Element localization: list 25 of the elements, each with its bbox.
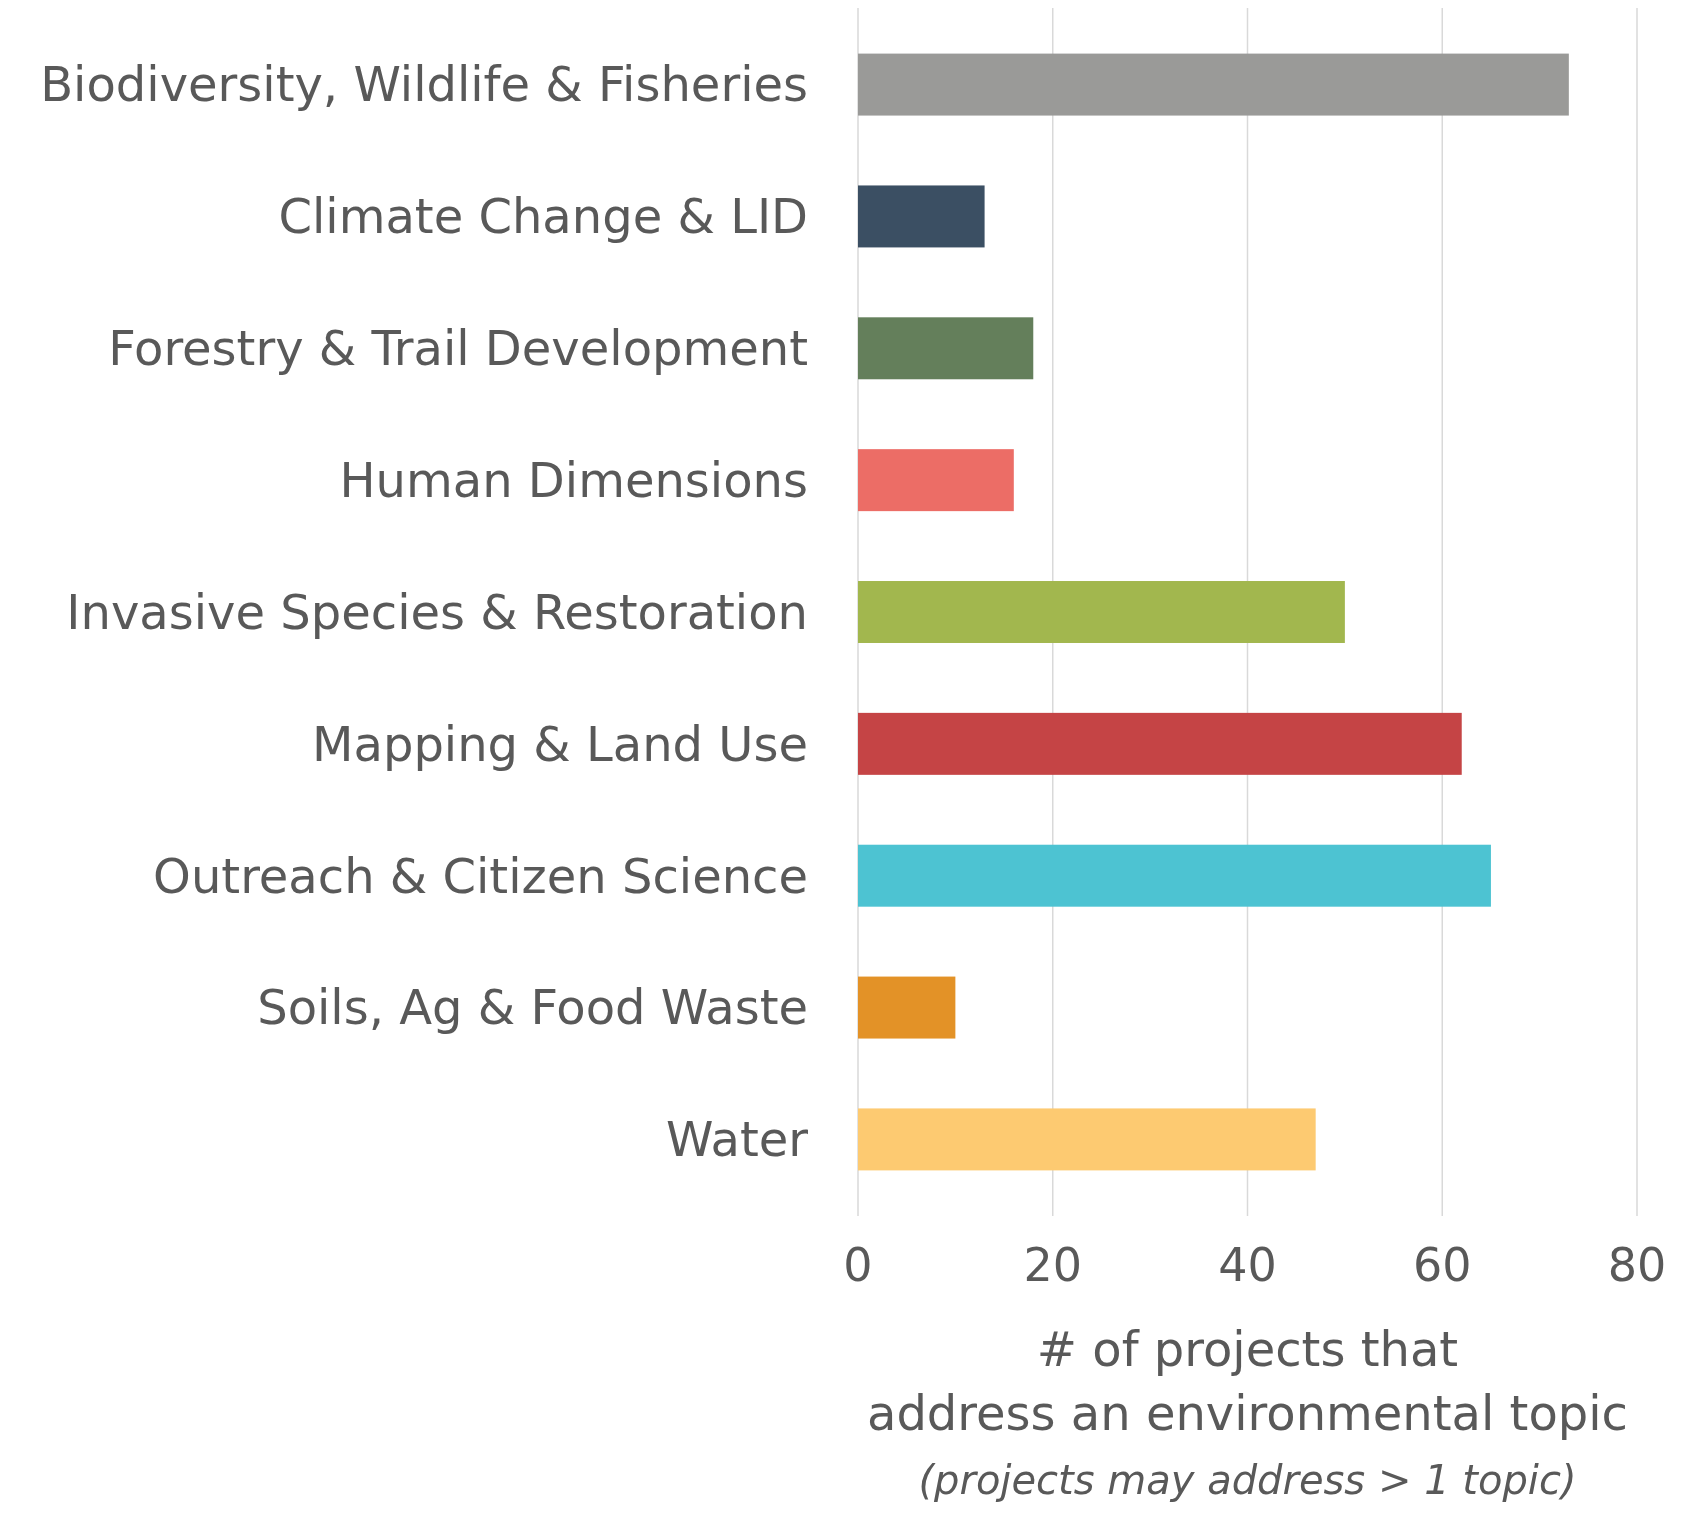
bar (858, 317, 1034, 380)
y-tick-label: Soils, Ag & Food Waste (257, 979, 808, 1036)
bar (858, 53, 1569, 116)
x-tick-label: 60 (1412, 1238, 1472, 1292)
y-tick-label: Climate Change & LID (278, 188, 808, 245)
text: (projects may address > 1 topic) (918, 1457, 1577, 1503)
y-tick-label: Mapping & Land Use (312, 715, 808, 772)
y-tick-label: Human Dimensions (339, 451, 808, 508)
x-tick-label: 80 (1607, 1238, 1667, 1292)
bar (858, 185, 985, 248)
bar (858, 976, 956, 1039)
x-axis-title: # of projects that address an environmental topic (866, 1321, 1629, 1441)
y-tick-label: Invasive Species & Restoration (66, 583, 808, 640)
x-tick-label: 0 (843, 1238, 873, 1292)
bar (858, 1108, 1316, 1171)
bar (858, 449, 1014, 512)
bar (858, 712, 1462, 775)
y-tick-label: Biodiversity, Wildlife & Fisheries (40, 56, 808, 113)
bar (858, 844, 1491, 907)
bar (858, 581, 1345, 643)
y-tick-label: Outreach & Citizen Science (153, 847, 808, 904)
x-tick-label: 20 (1023, 1238, 1083, 1292)
y-tick-label: Forestry & Trail Development (108, 320, 808, 377)
y-tick-label: Water (666, 1111, 809, 1168)
x-tick-label: 40 (1218, 1238, 1277, 1292)
